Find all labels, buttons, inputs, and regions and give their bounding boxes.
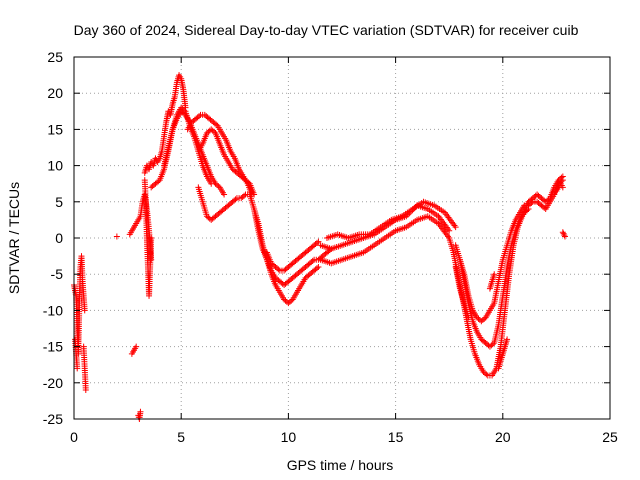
y-tick-label: 5 [55, 194, 63, 210]
data-point [315, 238, 322, 245]
y-tick-label: -10 [43, 302, 63, 318]
data-point [81, 307, 88, 314]
data-point [288, 297, 295, 304]
data-point [491, 271, 498, 278]
data-point [559, 229, 566, 236]
chart-title: Day 360 of 2024, Sidereal Day-to-day VTE… [74, 22, 579, 38]
data-point [559, 184, 566, 191]
grid-lines [74, 57, 610, 419]
data-point [559, 177, 566, 184]
data-point [313, 239, 320, 246]
x-tick-label: 15 [388, 429, 404, 445]
data-point [489, 341, 496, 348]
data-point [465, 314, 472, 321]
data-point [313, 265, 320, 272]
y-tick-label: 0 [55, 230, 63, 246]
y-tick-label: 20 [47, 85, 63, 101]
data-point [315, 263, 322, 270]
data-point [211, 128, 218, 135]
x-tick-label: 20 [495, 429, 511, 445]
data-point [504, 336, 511, 343]
axis-ticks [73, 56, 611, 420]
data-point [275, 266, 282, 273]
data-point [232, 196, 239, 203]
data-point [561, 233, 568, 240]
y-axis-label: SDTVAR / TECUs [6, 182, 22, 294]
data-point [133, 343, 140, 350]
data-point [481, 315, 488, 322]
data-point [215, 183, 222, 190]
data-point [155, 178, 162, 185]
data-point [181, 110, 188, 117]
y-tick-label: -5 [51, 266, 64, 282]
data-point [446, 227, 453, 234]
data-point [245, 179, 252, 186]
data-point [196, 113, 203, 120]
data-point [452, 224, 459, 231]
y-tick-label: -25 [43, 411, 63, 427]
data-point [148, 235, 155, 241]
data-point [74, 365, 81, 372]
data-point [213, 121, 220, 128]
x-tick-label: 10 [281, 429, 297, 445]
x-tick-label: 5 [177, 429, 185, 445]
tick-labels: 0 5 10 15 20 25 -25 -20 -15 -10 -5 0 5 10 15 20 25 [43, 49, 618, 445]
data-points [71, 72, 568, 422]
y-tick-label: 15 [47, 121, 63, 137]
x-tick-label: 25 [602, 429, 618, 445]
data-point [483, 371, 490, 378]
data-point [524, 207, 531, 214]
data-point [241, 192, 248, 199]
data-point [561, 232, 568, 239]
data-point [560, 230, 567, 237]
data-point [113, 233, 120, 240]
data-point [309, 257, 316, 264]
y-tick-label: -20 [43, 375, 63, 391]
data-point [221, 191, 228, 198]
data-point [82, 387, 89, 394]
data-point [148, 256, 155, 263]
x-tick-label: 0 [70, 429, 78, 445]
data-point [137, 408, 144, 415]
x-axis-label: GPS time / hours [287, 457, 394, 473]
y-tick-label: -15 [43, 339, 63, 355]
y-tick-label: 25 [47, 49, 63, 65]
y-tick-label: 10 [47, 158, 63, 174]
data-point [541, 204, 548, 211]
data-point [528, 200, 535, 207]
